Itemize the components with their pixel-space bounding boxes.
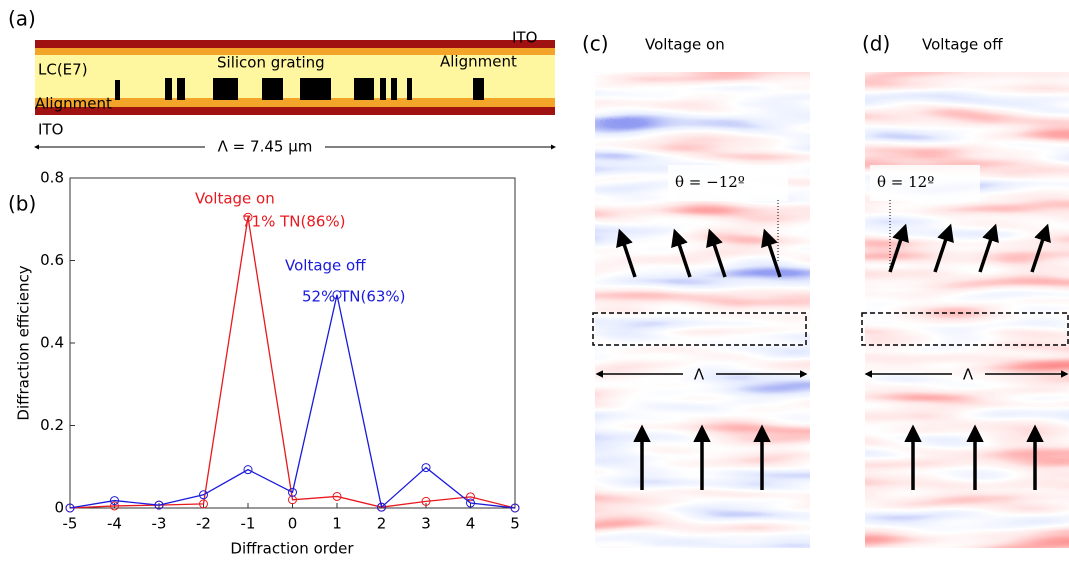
annotation: 52% TN(63%): [302, 288, 406, 306]
panel-title: Voltage off: [922, 36, 1003, 54]
panel-b: (b) Diffraction efficiency Diffraction o…: [8, 169, 520, 558]
panel-label: (c): [582, 32, 609, 56]
period-label: Λ: [963, 366, 974, 384]
label: ITO: [512, 29, 537, 47]
annotation: 71% TN(86%): [242, 213, 346, 231]
series-line: [69, 294, 516, 509]
y-tick-label: 0: [54, 499, 64, 517]
label: Alignment: [35, 95, 112, 113]
period-label: Λ: [694, 366, 705, 384]
label: ITO: [38, 121, 63, 139]
data-point: [288, 495, 297, 505]
lc-layer: [35, 55, 555, 98]
data-point: [199, 490, 208, 500]
data-point: [243, 465, 253, 475]
x-tick-label: -3: [152, 515, 167, 533]
label: Alignment: [440, 53, 517, 71]
alignment-layer: [35, 48, 555, 55]
panel-label: (b): [8, 192, 36, 216]
y-tick-label: 0.8: [40, 169, 64, 187]
label: LC(E7): [38, 61, 88, 79]
annotation: Voltage on: [195, 190, 275, 208]
x-tick-label: 3: [421, 515, 431, 533]
data-point: [466, 498, 475, 508]
x-tick-label: 2: [377, 515, 387, 533]
x-tick-label: 5: [510, 515, 520, 533]
data-point: [110, 496, 119, 506]
angle-label: θ = −12º: [675, 173, 745, 191]
y-tick-label: 0.4: [40, 334, 64, 352]
x-tick-label: 1: [332, 515, 342, 533]
panel-label: (a): [8, 7, 36, 31]
data-point: [288, 487, 297, 497]
series-line: [69, 217, 516, 509]
panel-a: (a) ITO LC(E7) Silicon grating Alignment…: [8, 7, 556, 156]
annotation: Voltage off: [285, 257, 366, 275]
panel-d: (d) Voltage off θ = 12º Λ: [861, 32, 1069, 548]
x-tick-label: -1: [241, 515, 256, 533]
period-label: Λ = 7.45 μm: [218, 138, 313, 156]
ito-layer: [35, 40, 555, 48]
data-point: [199, 499, 208, 509]
x-axis-title: Diffraction order: [230, 540, 354, 558]
ito-layer: [35, 107, 555, 115]
data-point: [154, 500, 164, 510]
alignment-layer: [35, 98, 555, 107]
data-point: [377, 502, 386, 512]
y-tick-label: 0.2: [40, 416, 64, 434]
data-point: [65, 503, 75, 513]
data-point: [332, 290, 342, 300]
data-point: [466, 492, 475, 502]
panel-label: (d): [862, 32, 890, 56]
data-point: [243, 212, 253, 222]
x-tick-label: -4: [107, 515, 122, 533]
panel-c: (c) Voltage on θ = −12º Λ: [582, 32, 810, 548]
field-map: [865, 72, 1069, 548]
data-point: [332, 491, 342, 501]
x-tick-label: -2: [196, 515, 211, 533]
panel-title: Voltage on: [645, 36, 725, 54]
x-tick-label: -5: [63, 515, 78, 533]
label: Silicon grating: [217, 54, 325, 72]
data-point: [421, 463, 431, 473]
data-point: [110, 501, 119, 511]
angle-label: θ = 12º: [877, 173, 934, 191]
x-tick-label: 4: [466, 515, 476, 533]
y-tick-label: 0.6: [40, 251, 64, 269]
data-point: [421, 496, 431, 506]
grating: [115, 78, 484, 100]
x-tick-label: 0: [288, 515, 298, 533]
data-point: [510, 503, 520, 513]
y-axis-title: Diffraction efficiency: [15, 265, 33, 420]
